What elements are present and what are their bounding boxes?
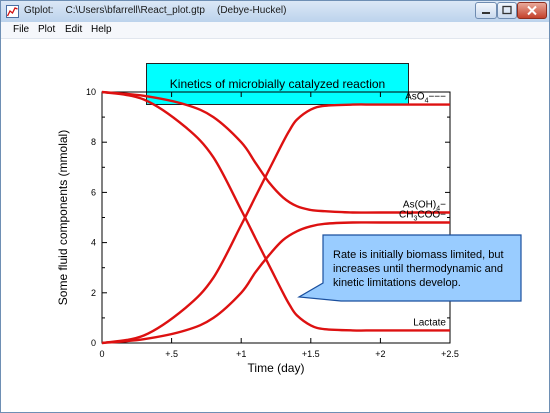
- menu-file[interactable]: File: [13, 24, 30, 35]
- x-tick-label: +2: [375, 349, 385, 359]
- y-axis-label: Some fluid components (mmolal): [56, 130, 70, 305]
- x-tick-label: +1: [236, 349, 246, 359]
- plot-title-box[interactable]: Kinetics of microbially catalyzed reacti…: [146, 63, 409, 105]
- series-line-1: [101, 90, 450, 332]
- menu-edit[interactable]: Edit: [65, 24, 83, 35]
- window-title: Gtplot: C:\Users\bfarrell\React_plot.gtp (…: [24, 5, 298, 16]
- maximize-button[interactable]: [497, 2, 517, 19]
- x-tick-label: 0: [99, 349, 104, 359]
- x-axis-label: Time (day): [248, 361, 305, 375]
- y-tick-label: 4: [91, 238, 96, 248]
- plot-area: Kinetics of microbially catalyzed reacti…: [1, 39, 549, 412]
- minimize-icon: [482, 12, 490, 14]
- x-tick-label: +1.5: [302, 349, 320, 359]
- file-path: C:\Users\bfarrell\React_plot.gtp: [65, 5, 205, 16]
- x-tick-label: +.5: [165, 349, 178, 359]
- menu-plot[interactable]: Plot: [38, 24, 56, 35]
- y-tick-label: 0: [91, 338, 96, 348]
- minimize-button[interactable]: [475, 2, 497, 19]
- menu-bar: File Plot Edit Help: [1, 22, 549, 39]
- thermo-mode: (Debye-Huckel): [216, 5, 287, 16]
- series-label-0: As(OH)4−: [403, 199, 446, 212]
- maximize-icon: [502, 5, 512, 15]
- series-label-2: CH3COO−: [399, 210, 446, 223]
- reaction-chart: 0 +.5 +1 +1.5 +2 +2.5 0 2 4 6 8 10 Time (day) Some fl…: [56, 87, 522, 375]
- title-bar[interactable]: Gtplot: C:\Users\bfarrell\React_plot.gtp (…: [1, 1, 549, 23]
- close-icon: [527, 5, 537, 16]
- gtplot-app-icon: [6, 5, 19, 18]
- series-label-3: AsO4−−−: [405, 92, 446, 105]
- x-tick-label: +2.5: [441, 349, 459, 359]
- callout-text: Rate is initially biomass limited, but i…: [333, 249, 504, 289]
- series-label-1: Lactate: [413, 317, 446, 328]
- plot-title: Kinetics of microbially catalyzed reacti…: [169, 77, 386, 91]
- callout-bubble[interactable]: [297, 234, 522, 302]
- y-tick-label: 2: [91, 288, 96, 298]
- series-line-2: [101, 221, 450, 345]
- plot-frame: [101, 91, 451, 344]
- y-tick-label: 8: [91, 137, 96, 147]
- app-name: Gtplot:: [24, 5, 54, 16]
- y-tick-label: 6: [91, 187, 96, 197]
- series-line-3: [101, 103, 450, 345]
- series-line-0: [101, 90, 450, 214]
- close-button[interactable]: [517, 2, 547, 19]
- menu-help[interactable]: Help: [91, 24, 112, 35]
- y-tick-label: 10: [86, 87, 96, 97]
